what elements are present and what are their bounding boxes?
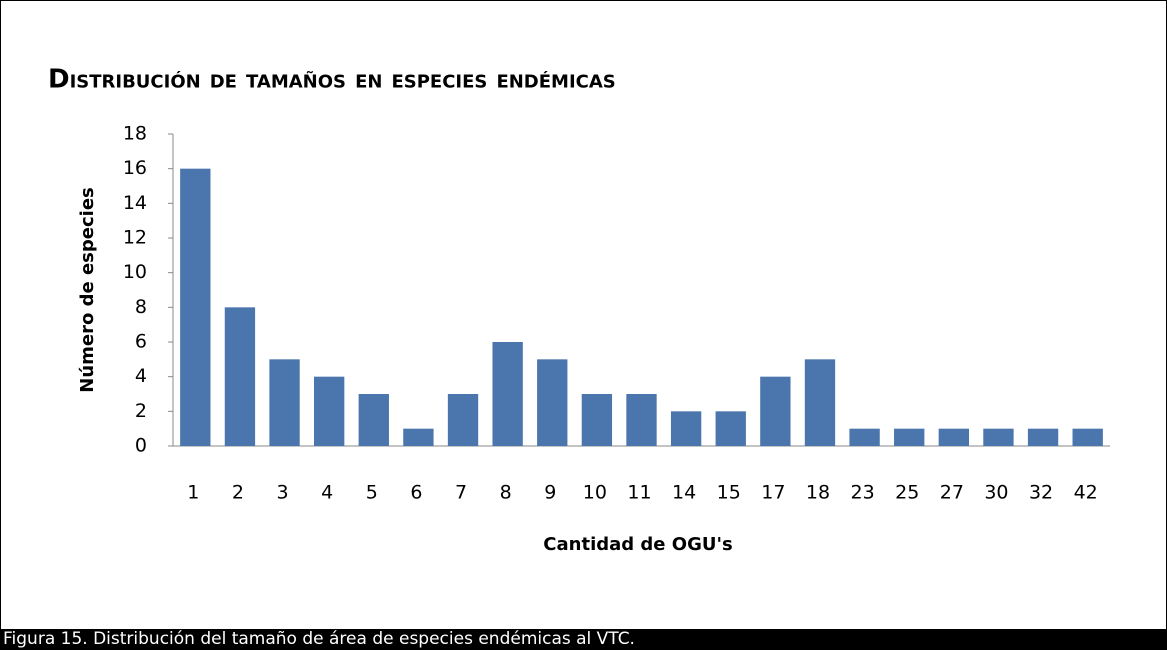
x-tick-label: 2 xyxy=(232,482,244,504)
bar xyxy=(581,394,613,446)
y-tick-label: 2 xyxy=(135,400,147,422)
x-tick-label: 10 xyxy=(583,482,607,504)
bar xyxy=(447,394,479,446)
bar xyxy=(492,342,523,446)
x-tick-label: 1 xyxy=(187,482,199,504)
bar xyxy=(715,411,746,446)
x-tick-label: 14 xyxy=(672,482,696,504)
bar xyxy=(358,394,389,446)
y-tick-label: 12 xyxy=(123,227,147,249)
y-tick-label: 4 xyxy=(135,365,147,387)
caption: Figura 15. Distribución del tamaño de ár… xyxy=(0,629,1167,650)
bar xyxy=(313,376,345,446)
x-tick-label: 3 xyxy=(277,482,289,504)
y-axis-title: Número de especies xyxy=(77,187,98,393)
bar xyxy=(269,359,300,446)
bar xyxy=(894,428,925,446)
y-tick-label: 18 xyxy=(123,123,147,145)
bar xyxy=(403,428,434,446)
x-tick-label: 8 xyxy=(500,482,512,504)
x-tick-label: 42 xyxy=(1074,482,1098,504)
y-tick-label: 16 xyxy=(123,157,147,179)
bar xyxy=(804,359,836,446)
chart: Distribución de tamaños en especies endé… xyxy=(0,0,1167,629)
x-tick-label: 32 xyxy=(1029,482,1053,504)
x-tick-label: 7 xyxy=(455,482,467,504)
y-tick-label: 6 xyxy=(135,331,147,353)
bar xyxy=(1027,428,1059,446)
bar xyxy=(537,359,568,446)
x-tick-label: 11 xyxy=(627,482,651,504)
bar xyxy=(1072,428,1103,446)
bar xyxy=(224,307,256,446)
bar xyxy=(180,168,211,446)
y-tick-label: 0 xyxy=(135,435,147,457)
bar xyxy=(670,411,702,446)
y-tick-label: 8 xyxy=(135,296,147,318)
bar xyxy=(849,428,880,446)
bar xyxy=(938,428,970,446)
chart-title: Distribución de tamaños en especies endé… xyxy=(48,65,616,95)
y-tick-label: 14 xyxy=(123,192,147,214)
bar xyxy=(983,428,1014,446)
x-tick-label: 15 xyxy=(717,482,741,504)
x-tick-label: 9 xyxy=(544,482,556,504)
x-tick-label: 23 xyxy=(851,482,875,504)
x-tick-label: 4 xyxy=(321,482,333,504)
x-tick-label: 25 xyxy=(895,482,919,504)
x-tick-label: 30 xyxy=(984,482,1008,504)
bar xyxy=(626,394,657,446)
x-tick-label: 27 xyxy=(940,482,964,504)
x-tick-label: 5 xyxy=(366,482,378,504)
x-tick-label: 6 xyxy=(410,482,422,504)
bar xyxy=(760,376,791,446)
x-tick-label: 17 xyxy=(761,482,785,504)
y-tick-label: 10 xyxy=(123,261,147,283)
x-axis-title: Cantidad de OGU's xyxy=(543,534,732,555)
x-tick-label: 18 xyxy=(806,482,830,504)
